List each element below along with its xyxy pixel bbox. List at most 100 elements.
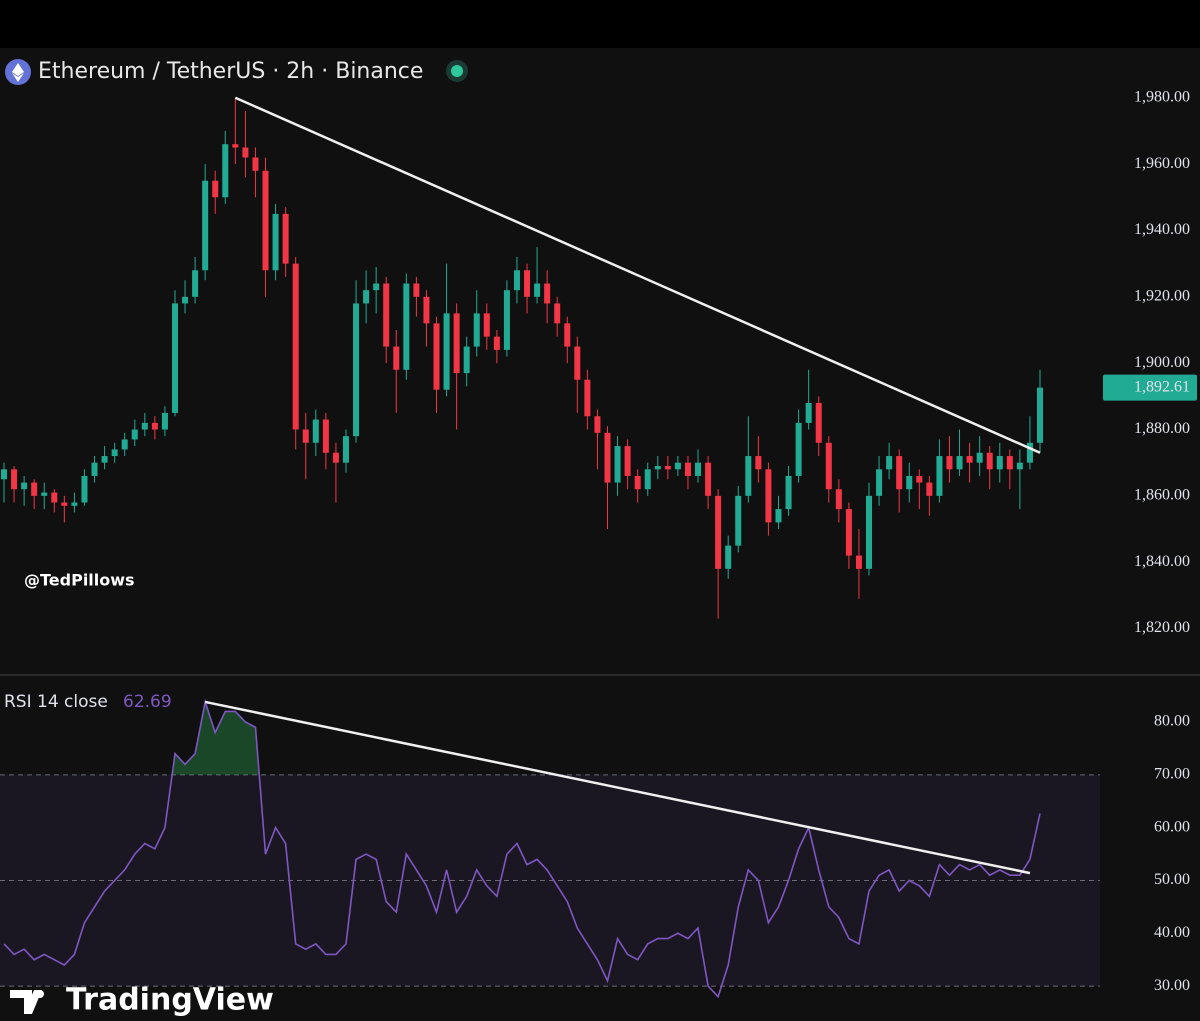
candle-body <box>564 323 571 347</box>
candle-body <box>604 432 611 483</box>
candle-body <box>131 429 138 440</box>
trendline <box>204 700 1031 875</box>
candle-body <box>926 482 933 496</box>
candle-body <box>1 469 7 480</box>
candle-body <box>986 452 993 470</box>
branding: TradingView <box>66 983 274 1018</box>
candle-body <box>513 270 520 291</box>
y-tick-label: 1,920.00 <box>1134 287 1190 304</box>
candle-body <box>876 469 883 496</box>
rsi-overbought-fill <box>4 701 1040 775</box>
candle-body <box>705 462 712 496</box>
y-tick-label: 1,880.00 <box>1134 420 1190 437</box>
candle-body <box>473 313 480 347</box>
candle-body <box>91 462 98 476</box>
candle-body <box>332 452 339 463</box>
candle-body <box>574 346 581 380</box>
candle-body <box>966 456 973 463</box>
candle-body <box>946 456 953 470</box>
candle-body <box>845 509 852 556</box>
eth-logo <box>12 63 24 82</box>
candle-body <box>111 449 118 457</box>
candle-body <box>584 379 591 417</box>
price-tag-label: 1,892.61 <box>1134 378 1190 395</box>
candle-body <box>1026 442 1033 463</box>
candle-body <box>715 495 722 569</box>
candle-body <box>403 283 410 370</box>
candle-body <box>433 323 440 390</box>
candle-body <box>11 469 18 490</box>
candle-body <box>544 283 551 304</box>
tv-logo-dot <box>36 990 44 998</box>
candle-body <box>342 436 349 463</box>
candle-body <box>363 290 370 304</box>
candle-body <box>81 475 88 503</box>
candle-body <box>785 475 792 510</box>
candle-body <box>282 213 289 264</box>
candle-body <box>916 475 923 483</box>
candle-body <box>222 144 229 198</box>
candle-body <box>242 147 249 158</box>
candle-body <box>775 509 782 523</box>
candle-body <box>212 180 219 198</box>
candle-body <box>866 495 873 569</box>
candle-body <box>644 469 651 490</box>
candle-body <box>182 296 189 304</box>
candle-body <box>976 452 983 463</box>
candle-body <box>825 442 832 490</box>
y-tick-label: 1,900.00 <box>1134 354 1190 371</box>
candle-body <box>393 346 400 370</box>
candle-body <box>936 456 943 496</box>
candle-body <box>815 402 822 443</box>
candle-body <box>493 336 500 350</box>
candle-body <box>524 270 531 297</box>
candle-body <box>745 456 752 496</box>
chart-background <box>0 48 1200 1021</box>
candle-body <box>202 180 209 271</box>
y-tick-label: 30.00 <box>1154 977 1190 994</box>
candle-body <box>1016 462 1023 470</box>
candle-body <box>554 303 561 324</box>
y-tick-label: 80.00 <box>1154 713 1190 730</box>
candle-body <box>71 502 78 506</box>
candle-body <box>51 492 58 503</box>
candle-body <box>624 446 631 476</box>
y-tick-label: 1,860.00 <box>1134 487 1190 504</box>
candle-body <box>31 482 38 496</box>
rsi-value: 62.69 <box>123 692 172 712</box>
candle-body <box>996 456 1003 470</box>
candle-body <box>41 492 48 496</box>
candle-body <box>353 303 360 437</box>
y-tick-label: 50.00 <box>1154 871 1190 888</box>
candle-body <box>886 456 893 470</box>
watermark: @TedPillows <box>24 571 135 590</box>
top-bar <box>0 0 1200 48</box>
candle-body <box>835 489 842 510</box>
candle-body <box>21 482 28 490</box>
y-tick-label: 1,940.00 <box>1134 221 1190 238</box>
y-tick-label: 1,980.00 <box>1134 88 1190 105</box>
candle-body <box>101 456 108 463</box>
candle-body <box>765 469 772 523</box>
candle-body <box>695 462 702 476</box>
y-tick-label: 1,960.00 <box>1134 155 1190 172</box>
candle-body <box>121 439 128 450</box>
candle-body <box>1006 456 1013 470</box>
candle-body <box>614 446 621 483</box>
candle-body <box>151 422 158 430</box>
candle-body <box>413 283 420 297</box>
candle-body <box>292 263 299 430</box>
candle-body <box>503 290 510 350</box>
candle-body <box>735 495 742 546</box>
candle-body <box>755 456 762 470</box>
candle-body <box>252 157 259 171</box>
candle-body <box>141 422 148 430</box>
candle-body <box>956 456 963 470</box>
y-tick-label: 40.00 <box>1154 924 1190 941</box>
candle-body <box>664 466 671 470</box>
candle-body <box>453 313 460 374</box>
candle-body <box>725 545 732 569</box>
candle-body <box>1037 387 1043 443</box>
status-dot <box>451 65 463 77</box>
